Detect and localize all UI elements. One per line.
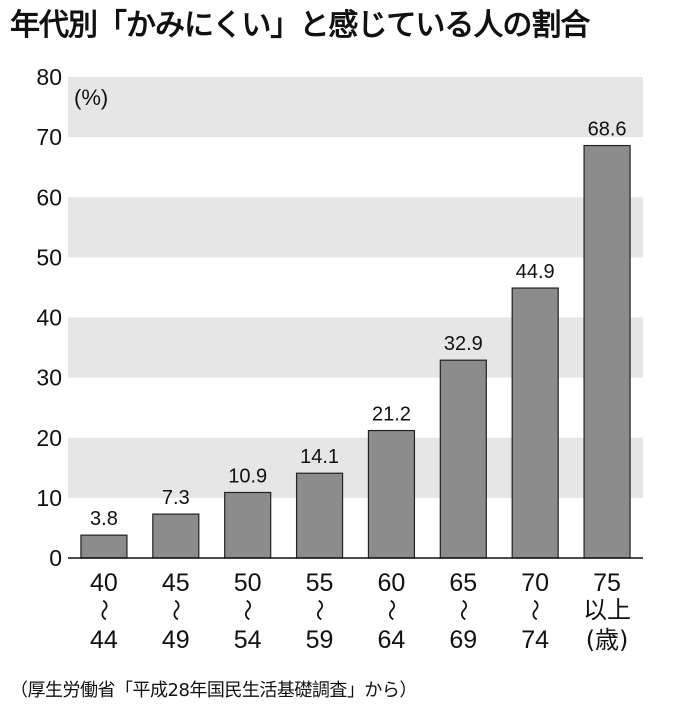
category-label: 74	[521, 626, 549, 654]
category-label: 70	[521, 569, 549, 597]
category-label: 75	[593, 569, 621, 597]
category-label: 〜	[450, 599, 475, 621]
y-tick-label: 10	[36, 485, 62, 511]
category-label: (歳)	[586, 626, 629, 654]
category-label: 69	[449, 626, 477, 654]
grid-band	[68, 77, 643, 138]
y-tick-label: 60	[36, 184, 62, 210]
category-label: 以上	[583, 596, 631, 624]
grid-band	[68, 197, 643, 258]
value-label: 21.2	[372, 404, 411, 426]
y-tick-label: 70	[36, 124, 62, 150]
category-label: 55	[306, 569, 334, 597]
value-label: 68.6	[588, 119, 627, 141]
category-label: 65	[449, 569, 477, 597]
bar	[295, 472, 344, 559]
category-label: 〜	[235, 599, 260, 621]
category-label: 44	[90, 626, 118, 654]
value-labels: 3.8 7.3 10.9 14.1 21.2 32.9 44.9 68.6	[90, 119, 627, 531]
y-tick-label: 50	[36, 244, 62, 270]
bar	[583, 144, 631, 559]
category-label: 59	[306, 626, 334, 654]
category-label: 〜	[307, 599, 332, 621]
y-axis-ticks: 0 10 20 30 40 50 60 70 80	[36, 64, 62, 571]
category-label: 〜	[378, 599, 403, 621]
value-label: 14.1	[300, 446, 339, 468]
y-tick-label: 80	[36, 64, 62, 90]
value-label: 44.9	[516, 261, 555, 283]
category-label: 54	[234, 626, 262, 654]
value-label: 3.8	[90, 508, 118, 530]
category-label: 40	[90, 569, 118, 597]
source-note: （厚生労働省「平成28年国民生活基礎調査」から）	[10, 680, 417, 701]
bar	[439, 359, 487, 559]
category-label: 〜	[522, 599, 547, 621]
category-label: 〜	[163, 599, 188, 621]
y-tick-label: 0	[49, 545, 62, 571]
bar	[152, 513, 200, 559]
x-axis-labels: 40〜4445〜4950〜5455〜5960〜6465〜6970〜7475以上(…	[90, 569, 631, 654]
y-tick-label: 20	[36, 425, 62, 451]
y-tick-label: 40	[36, 305, 62, 331]
value-label: 10.9	[228, 465, 267, 487]
category-label: 60	[378, 569, 406, 597]
bar	[367, 429, 416, 559]
y-unit-label: (%)	[74, 85, 108, 110]
category-label: 〜	[91, 599, 116, 621]
bar	[224, 491, 272, 559]
bar	[511, 287, 559, 559]
bars	[80, 144, 631, 559]
category-label: 64	[378, 626, 406, 654]
chart-title: 年代別「かみにくい」と感じている人の割合	[10, 8, 590, 43]
category-label: 50	[234, 569, 262, 597]
category-label: 45	[162, 569, 190, 597]
bar	[80, 534, 128, 559]
category-label: 49	[162, 626, 190, 654]
value-label: 32.9	[444, 333, 483, 355]
y-tick-label: 30	[36, 365, 62, 391]
value-label: 7.3	[162, 487, 190, 509]
